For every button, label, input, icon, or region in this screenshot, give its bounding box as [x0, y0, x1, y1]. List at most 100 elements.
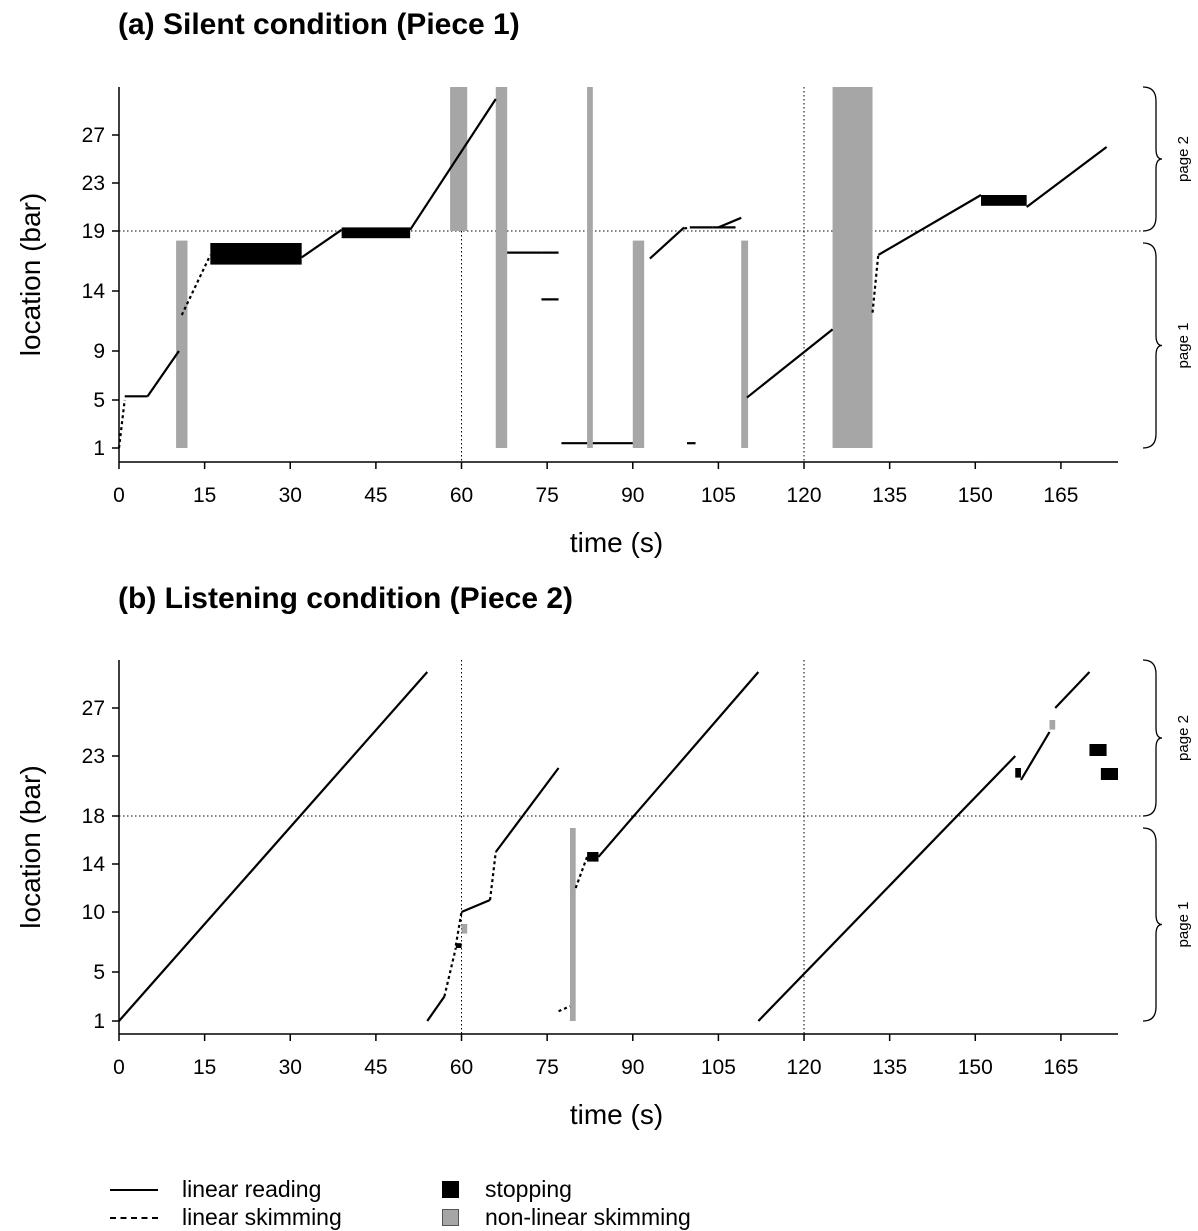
- stopping-block: [1100, 768, 1118, 780]
- stopping-block: [980, 195, 1027, 206]
- y-tick-label: 27: [82, 697, 105, 720]
- stopping-block: [1015, 768, 1021, 778]
- page-label: page 2: [1175, 715, 1192, 761]
- linear-reading-segment: [118, 671, 429, 1022]
- linear-reading-segment: [494, 767, 560, 853]
- legend-item-nonlinear-skimming: non-linear skimming: [442, 1204, 691, 1231]
- nonlinear-skimming-bar: [1049, 720, 1056, 730]
- y-tick-label: 23: [82, 172, 105, 195]
- linear-reading-segment: [746, 328, 834, 399]
- y-tick-label: 23: [82, 745, 105, 768]
- stopping-block: [210, 243, 302, 265]
- y-tick-label: 19: [82, 220, 105, 243]
- linear-skimming-segment: [443, 947, 457, 997]
- linear-skimming-segment: [683, 226, 691, 230]
- nonlinear-skimming-bar: [741, 240, 749, 448]
- nonlinear-skimming-bar: [450, 87, 468, 231]
- y-tick-label: 9: [93, 340, 105, 363]
- x-tick-label: 135: [872, 484, 907, 507]
- linear-reading-segment: [1020, 731, 1051, 781]
- linear-reading-segment: [409, 98, 497, 231]
- linear-reading-segment: [301, 228, 343, 259]
- linear-skimming-segment: [454, 911, 463, 946]
- legend-item-linear-reading: linear reading: [110, 1176, 321, 1203]
- y-tick-label: 5: [93, 389, 105, 412]
- y-tick-label: 14: [82, 280, 106, 303]
- legend: linear reading linear skimming stopping …: [0, 1172, 1198, 1231]
- y-tick-label: 5: [93, 961, 105, 984]
- x-tick-label: 0: [113, 1056, 125, 1079]
- linear-reading-segment: [877, 194, 982, 256]
- y-tick-label: 27: [82, 124, 105, 147]
- chart-b: 0 15 30 45 60 75 90 105 120 135 150 165151014182327…: [15, 659, 1192, 1130]
- linear-skimming-segment: [180, 254, 212, 316]
- page-label: page 1: [1175, 902, 1192, 948]
- legend-label-linear-skimming: linear skimming: [182, 1204, 342, 1230]
- stopping-block: [455, 943, 462, 948]
- x-tick-label: 90: [621, 484, 644, 507]
- nonlinear-skimming-bar: [495, 87, 508, 448]
- nonlinear-skimming-bar: [569, 828, 576, 1021]
- linear-skimming-swatch: [110, 1216, 158, 1219]
- y-tick-label: 1: [93, 437, 105, 460]
- linear-reading-segment: [1026, 146, 1108, 208]
- x-tick-label: 60: [450, 1056, 473, 1079]
- linear-reading-segment: [597, 671, 760, 858]
- x-tick-label: 165: [1043, 1056, 1078, 1079]
- nonlinear-skimming-bar: [461, 924, 468, 934]
- page-brace: [1142, 242, 1163, 449]
- x-tick-label: 120: [787, 484, 822, 507]
- legend-item-stopping: stopping: [442, 1176, 572, 1203]
- stopping-swatch: [442, 1181, 459, 1198]
- linear-reading-segment: [426, 995, 446, 1022]
- stopping-block: [341, 227, 411, 239]
- x-tick-label: 30: [279, 1056, 302, 1079]
- y-tick-label: 1: [93, 1010, 105, 1033]
- linear-skimming-segment: [574, 856, 589, 889]
- legend-item-linear-skimming: linear skimming: [110, 1204, 342, 1231]
- page-label: page 1: [1175, 323, 1192, 369]
- nonlinear-skimming-bar: [832, 87, 873, 448]
- x-tick-label: 150: [958, 484, 993, 507]
- chart-title-b: (b) Listening condition (Piece 2): [118, 582, 574, 615]
- nonlinear-skimming-bar: [587, 87, 593, 448]
- y-tick-label: 10: [82, 901, 105, 924]
- linear-reading-segment: [757, 755, 1017, 1022]
- x-axis-title: time (s): [570, 527, 663, 558]
- linear-reading-segment: [717, 216, 742, 229]
- x-tick-label: 90: [621, 1056, 644, 1079]
- page-brace: [1142, 659, 1163, 817]
- x-tick-label: 45: [364, 484, 387, 507]
- x-tick-label: 135: [872, 1056, 907, 1079]
- linear-reading-swatch: [110, 1188, 158, 1191]
- y-axis-title: location (bar): [15, 193, 46, 356]
- chart-title-a: (a) Silent condition (Piece 1): [118, 8, 520, 41]
- x-tick-label: 45: [364, 1056, 387, 1079]
- x-tick-label: 15: [193, 484, 216, 507]
- x-tick-label: 105: [701, 484, 736, 507]
- legend-label-linear-reading: linear reading: [182, 1176, 322, 1202]
- linear-skimming-segment: [871, 254, 880, 313]
- x-tick-label: 30: [279, 484, 302, 507]
- stopping-block: [587, 852, 599, 862]
- x-tick-label: 75: [535, 1056, 558, 1079]
- nonlinear-skimming-swatch: [442, 1209, 459, 1226]
- linear-reading-segment: [649, 226, 685, 260]
- linear-reading-segment: [146, 350, 180, 397]
- legend-label-stopping: stopping: [485, 1176, 572, 1202]
- x-tick-label: 150: [958, 1056, 993, 1079]
- y-tick-label: 18: [82, 805, 105, 828]
- x-tick-label: 0: [113, 484, 125, 507]
- stopping-block: [1089, 744, 1107, 756]
- y-tick-label: 14: [82, 853, 106, 876]
- x-tick-label: 60: [450, 484, 473, 507]
- y-axis-title: location (bar): [15, 765, 46, 928]
- legend-label-nonlinear-skimming: non-linear skimming: [485, 1204, 691, 1230]
- nonlinear-skimming-bar: [176, 240, 188, 448]
- x-tick-label: 75: [535, 484, 558, 507]
- page-label: page 2: [1175, 136, 1192, 182]
- linear-reading-segment: [1054, 671, 1091, 709]
- x-axis-title: time (s): [570, 1099, 663, 1130]
- chart-a: 0 15 30 45 60 75 90 105 120 135 150 16515914192327t…: [15, 86, 1192, 558]
- linear-reading-segment: [461, 898, 491, 914]
